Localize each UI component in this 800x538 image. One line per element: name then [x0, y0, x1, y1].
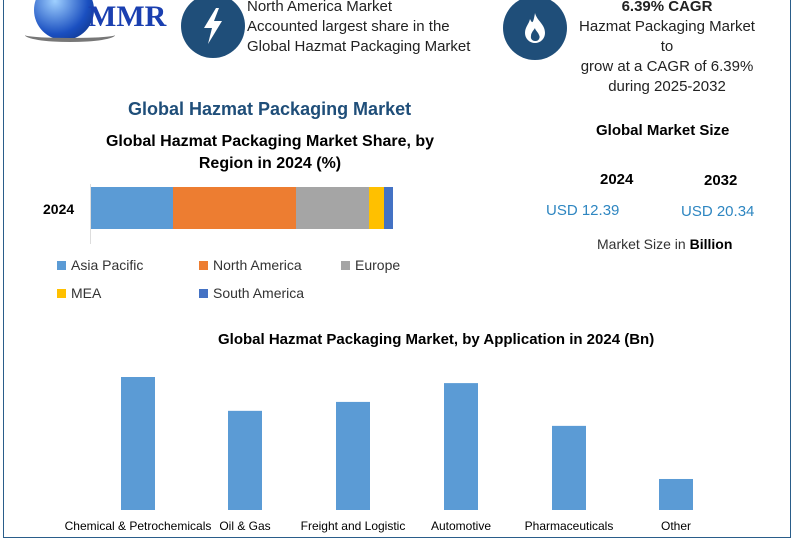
- bar-automotive: [444, 383, 478, 510]
- bar-other: [659, 478, 693, 510]
- x-tick-label: Oil & Gas: [219, 519, 271, 533]
- bar-chemical-petrochemicals: [121, 377, 155, 510]
- legend-europe: Europe: [341, 257, 400, 273]
- mmr-logo: MMR: [20, 0, 170, 50]
- legend-south-america: South America: [199, 285, 304, 301]
- x-tick-label: Automotive: [430, 519, 492, 533]
- logo-text: MMR: [88, 0, 167, 33]
- bar-oil-gas: [228, 410, 262, 510]
- bar-pharmaceuticals: [552, 425, 586, 510]
- value-2032: USD 20.34: [681, 203, 755, 220]
- region-axis: [90, 184, 91, 244]
- region-chart-title: Global Hazmat Packaging Market Share, by…: [105, 133, 435, 172]
- lightning-icon: [181, 0, 245, 58]
- year-2024: 2024: [600, 171, 634, 188]
- x-tick-label: Chemical & Petrochemicals: [64, 519, 212, 533]
- legend-asia-pacific: Asia Pacific: [57, 257, 143, 273]
- bar-freight-and-logistic: [336, 401, 370, 510]
- x-tick-label: Pharmaceuticals: [524, 519, 614, 533]
- year-2032: 2032: [704, 172, 738, 189]
- cagr-highlight: 6.39% CAGR Hazmat Packaging Market to gro…: [579, 0, 755, 95]
- value-2024: USD 12.39: [546, 202, 620, 219]
- segment-north-america: [172, 187, 297, 229]
- x-tick-label: Other: [660, 519, 691, 533]
- market-size-title: Global Market Size: [596, 122, 730, 139]
- legend-north-america: North America: [199, 257, 302, 273]
- region-bar-label: 2024: [43, 201, 75, 217]
- main-title: Global Hazmat Packaging Market: [128, 99, 412, 119]
- application-bar-chart: [121, 377, 693, 510]
- segment-europe: [296, 187, 369, 229]
- application-chart-title: Global Hazmat Packaging Market, by Appli…: [218, 331, 655, 348]
- legend-mea: MEA: [57, 285, 101, 301]
- region-stacked-bar: [91, 187, 393, 229]
- x-tick-label: Freight and Logistic: [300, 519, 406, 533]
- flame-icon: [503, 0, 567, 60]
- segment-mea: [368, 187, 384, 229]
- segment-south-america: [383, 187, 393, 229]
- market-size-note: Market Size in Billion: [597, 236, 733, 252]
- segment-asia-pacific: [91, 187, 173, 229]
- north-america-highlight: North America Market Accounted largest sh…: [247, 0, 471, 55]
